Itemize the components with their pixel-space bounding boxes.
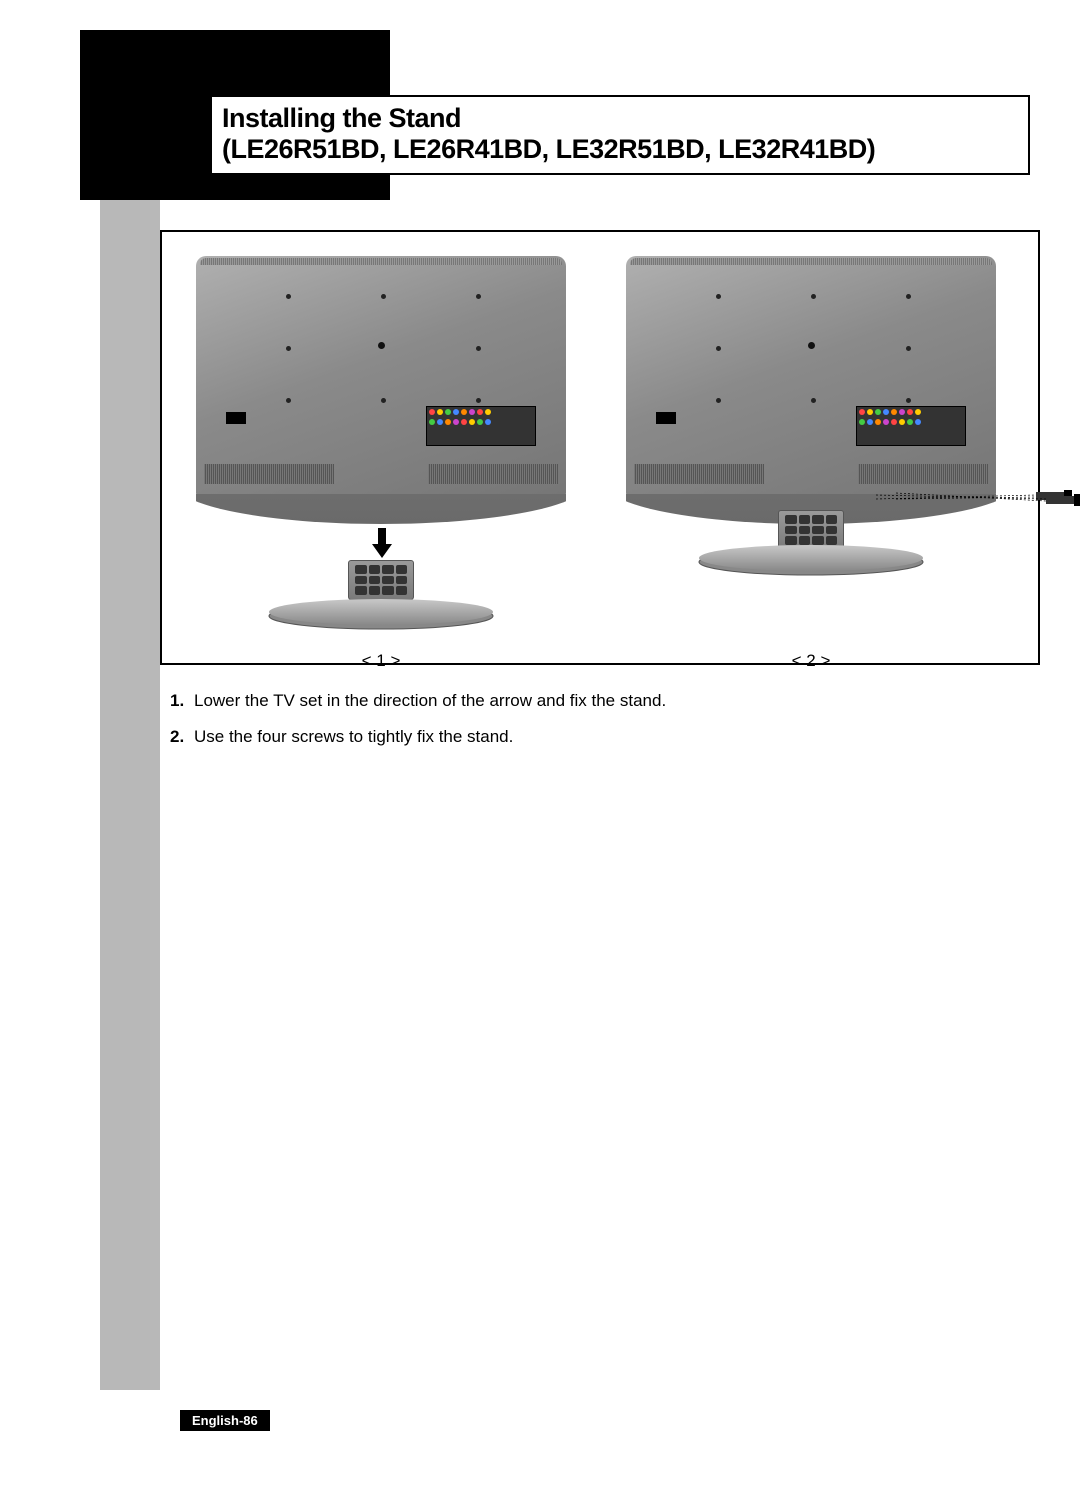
title-box: Installing the Stand (LE26R51BD, LE26R41… — [210, 95, 1030, 175]
title-line-2: (LE26R51BD, LE26R41BD, LE32R51BD, LE32R4… — [222, 134, 1018, 165]
figure-2-caption: < 2 > — [606, 651, 1016, 671]
step-2-num: 2. — [170, 726, 194, 748]
port-panel-2 — [856, 406, 966, 446]
port-panel-1 — [426, 406, 536, 446]
sidebar-strip — [100, 30, 160, 1390]
instruction-steps: 1. Lower the TV set in the direction of … — [170, 690, 990, 762]
step-1-text: Lower the TV set in the direction of the… — [194, 690, 666, 712]
screws-illustration — [876, 492, 1080, 552]
tv-back-1 — [196, 256, 566, 496]
figure-1-caption: < 1 > — [176, 651, 586, 671]
step-2: 2. Use the four screws to tightly fix th… — [170, 726, 990, 748]
stand-neck-1 — [348, 560, 414, 600]
figure-1: < 1 > — [176, 256, 586, 616]
stand-base-1 — [266, 596, 496, 630]
step-2-text: Use the four screws to tightly fix the s… — [194, 726, 513, 748]
step-1: 1. Lower the TV set in the direction of … — [170, 690, 990, 712]
manual-page: Installing the Stand (LE26R51BD, LE26R41… — [80, 30, 1040, 1470]
page-number: English-86 — [180, 1410, 270, 1431]
step-1-num: 1. — [170, 690, 194, 712]
figure-2: < 2 > — [606, 256, 1016, 616]
tv-back-2 — [626, 256, 996, 496]
figure-container: < 1 > — [160, 230, 1040, 665]
down-arrow-icon — [372, 528, 392, 558]
title-line-1: Installing the Stand — [222, 103, 1018, 134]
